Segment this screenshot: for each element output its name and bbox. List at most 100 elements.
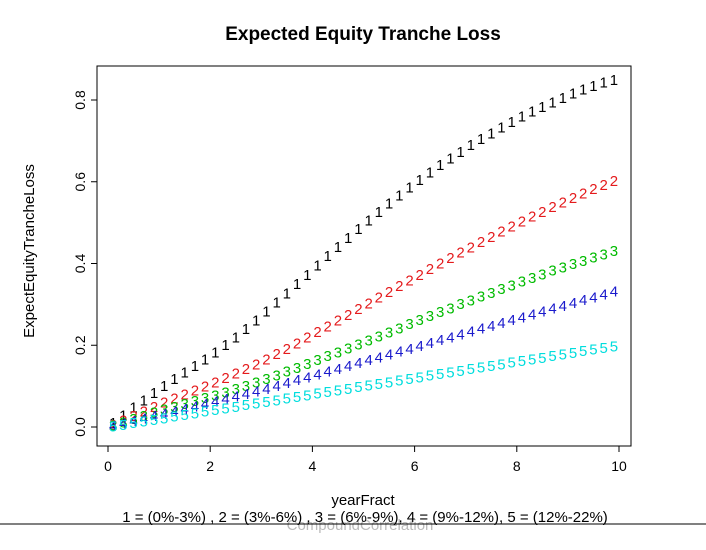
- data-point-4: 4: [508, 312, 516, 329]
- data-point-2: 2: [129, 408, 137, 425]
- data-point-5: 5: [559, 346, 567, 363]
- data-point-5: 5: [569, 345, 577, 362]
- data-point-5: 5: [170, 409, 178, 426]
- data-point-5: 5: [221, 400, 229, 417]
- y-tick-label: 0.8: [72, 90, 88, 110]
- data-point-5: 5: [334, 382, 342, 399]
- data-point-1: 1: [150, 385, 158, 402]
- data-point-3: 3: [579, 253, 587, 270]
- data-point-3: 3: [160, 402, 168, 419]
- data-point-1: 1: [579, 82, 587, 99]
- data-point-2: 2: [242, 361, 250, 378]
- data-point-2: 2: [385, 284, 393, 301]
- data-point-2: 2: [436, 255, 444, 272]
- data-point-5: 5: [487, 358, 495, 375]
- data-point-3: 3: [109, 418, 117, 435]
- data-point-2: 2: [283, 341, 291, 358]
- data-point-5: 5: [344, 381, 352, 398]
- data-point-4: 4: [303, 369, 311, 386]
- data-point-3: 3: [426, 308, 434, 325]
- data-point-1: 1: [232, 329, 240, 346]
- data-point-5: 5: [395, 373, 403, 390]
- data-point-2: 2: [354, 301, 362, 318]
- data-point-1: 1: [180, 364, 188, 381]
- data-point-3: 3: [129, 411, 137, 428]
- data-point-3: 3: [334, 344, 342, 361]
- x-axis-label: yearFract: [331, 492, 395, 509]
- data-point-3: 3: [477, 288, 485, 305]
- data-point-4: 4: [385, 346, 393, 363]
- data-point-3: 3: [354, 336, 362, 353]
- data-point-3: 3: [283, 364, 291, 381]
- data-point-1: 1: [385, 196, 393, 213]
- y-tick-label: 0.6: [72, 172, 88, 192]
- data-point-4: 4: [252, 384, 260, 401]
- data-point-1: 1: [395, 187, 403, 204]
- data-point-3: 3: [456, 296, 464, 313]
- data-point-2: 2: [191, 382, 199, 399]
- data-point-3: 3: [180, 396, 188, 413]
- data-point-5: 5: [211, 402, 219, 419]
- data-point-2: 2: [324, 318, 332, 335]
- data-point-2: 2: [477, 234, 485, 251]
- data-point-4: 4: [211, 393, 219, 410]
- data-point-4: 4: [119, 416, 127, 433]
- data-point-4: 4: [170, 403, 178, 420]
- data-point-2: 2: [610, 173, 618, 190]
- data-point-4: 4: [140, 411, 148, 428]
- data-point-5: 5: [416, 369, 424, 386]
- data-point-3: 3: [385, 324, 393, 341]
- data-point-1: 1: [262, 304, 270, 321]
- data-point-1: 1: [508, 114, 516, 131]
- data-point-1: 1: [201, 351, 209, 368]
- data-point-1: 1: [405, 180, 413, 197]
- data-point-4: 4: [477, 321, 485, 338]
- data-point-5: 5: [528, 351, 536, 368]
- data-point-1: 1: [242, 321, 250, 338]
- data-point-3: 3: [221, 385, 229, 402]
- data-point-3: 3: [518, 274, 526, 291]
- data-point-5: 5: [262, 394, 270, 411]
- data-point-1: 1: [610, 72, 618, 89]
- data-point-5: 5: [610, 338, 618, 355]
- data-point-3: 3: [528, 270, 536, 287]
- data-point-3: 3: [344, 340, 352, 357]
- data-point-4: 4: [354, 355, 362, 372]
- y-tick-label: 0.4: [72, 254, 88, 274]
- data-point-2: 2: [456, 245, 464, 262]
- data-point-2: 2: [599, 177, 607, 194]
- data-point-5: 5: [436, 366, 444, 383]
- x-tick-label: 0: [104, 458, 112, 474]
- data-point-2: 2: [252, 356, 260, 373]
- data-point-4: 4: [375, 349, 383, 366]
- data-point-1: 1: [283, 286, 291, 303]
- data-point-4: 4: [518, 309, 526, 326]
- data-point-3: 3: [569, 256, 577, 273]
- data-point-3: 3: [211, 387, 219, 404]
- data-point-2: 2: [140, 403, 148, 420]
- data-point-5: 5: [354, 379, 362, 396]
- data-point-5: 5: [599, 340, 607, 357]
- data-point-1: 1: [140, 392, 148, 409]
- y-axis-label: ExpectEquityTrancheLoss: [21, 164, 38, 338]
- data-point-3: 3: [497, 281, 505, 298]
- data-point-2: 2: [334, 313, 342, 330]
- data-point-5: 5: [303, 387, 311, 404]
- data-point-4: 4: [497, 315, 505, 332]
- data-point-4: 4: [579, 292, 587, 309]
- data-point-2: 2: [579, 185, 587, 202]
- data-point-4: 4: [272, 378, 280, 395]
- data-point-1: 1: [129, 400, 137, 417]
- data-point-3: 3: [324, 348, 332, 365]
- data-point-4: 4: [610, 284, 618, 301]
- data-point-1: 1: [487, 125, 495, 142]
- data-point-4: 4: [426, 335, 434, 352]
- data-point-4: 4: [528, 306, 536, 323]
- data-point-2: 2: [201, 378, 209, 395]
- data-point-2: 2: [497, 223, 505, 240]
- data-point-1: 1: [569, 86, 577, 103]
- data-point-5: 5: [375, 376, 383, 393]
- data-point-1: 1: [324, 248, 332, 265]
